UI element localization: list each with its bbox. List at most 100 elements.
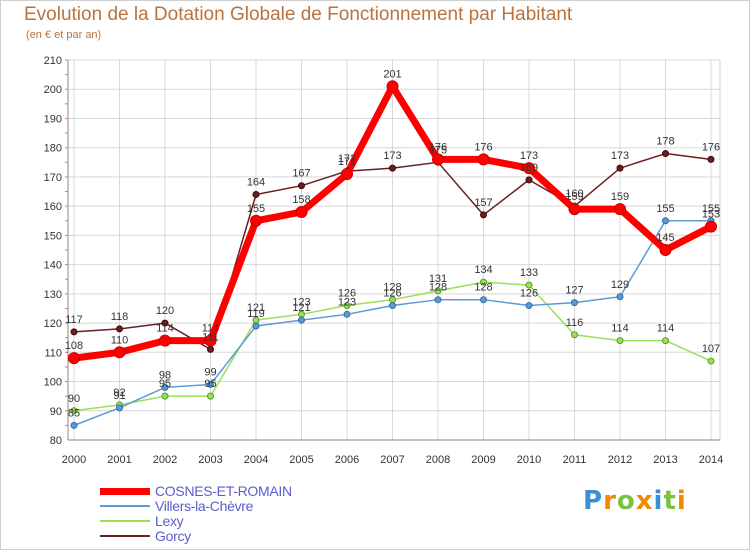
x-tick-label: 2007 — [380, 454, 404, 466]
data-point — [70, 421, 78, 429]
y-tick-label: 200 — [44, 84, 62, 96]
data-point — [480, 278, 487, 286]
label-villers: 127 — [565, 285, 583, 297]
x-tick-label: 2014 — [699, 454, 723, 466]
x-tick-label: 2009 — [471, 454, 495, 466]
label-lexy: 90 — [68, 393, 80, 405]
data-point — [659, 244, 672, 256]
data-point — [298, 182, 305, 190]
data-point — [525, 281, 533, 289]
data-point — [477, 153, 490, 166]
label-villers: 99 — [204, 366, 216, 378]
label-lexy: 95 — [159, 378, 171, 390]
label-lexy: 114 — [657, 323, 675, 335]
label-cosnes: 176 — [429, 141, 447, 153]
data-point — [70, 328, 78, 336]
data-point — [159, 334, 171, 347]
data-point — [252, 322, 260, 330]
label-villers: 155 — [656, 203, 674, 215]
label-cosnes: 173 — [520, 150, 538, 162]
chart-title: Evolution de la Dotation Globale de Fonc… — [24, 4, 573, 25]
label-gorcy: 164 — [247, 176, 265, 188]
y-tick-label: 170 — [44, 172, 62, 184]
legend-label: Villers-la-Chèvre — [155, 498, 254, 514]
data-point — [343, 302, 351, 310]
data-point — [434, 287, 442, 295]
legend-swatch — [100, 520, 150, 522]
data-point — [568, 203, 581, 216]
label-lexy: 92 — [113, 387, 125, 399]
label-lexy: 131 — [429, 273, 447, 285]
x-tick-label: 2003 — [198, 454, 222, 466]
label-lexy: 114 — [611, 323, 629, 335]
data-point — [707, 357, 715, 365]
data-point — [341, 168, 353, 180]
label-cosnes: 159 — [611, 191, 629, 203]
label-villers: 155 — [702, 203, 720, 215]
label-gorcy: 172 — [338, 153, 356, 165]
data-point — [389, 164, 396, 172]
label-cosnes: 201 — [383, 68, 401, 80]
data-point — [662, 150, 669, 158]
y-tick-label: 140 — [44, 260, 62, 272]
label-gorcy: 173 — [611, 150, 629, 162]
label-gorcy: 178 — [656, 136, 674, 148]
logo-letter: o — [616, 486, 636, 516]
x-tick-label: 2000 — [62, 454, 86, 466]
data-point — [571, 331, 578, 339]
label-lexy: 128 — [383, 282, 401, 294]
label-villers: 126 — [383, 288, 401, 300]
x-tick-label: 2011 — [563, 454, 587, 466]
label-villers: 128 — [474, 282, 492, 294]
data-point — [252, 190, 260, 198]
data-point — [204, 334, 217, 347]
y-tick-label: 180 — [44, 143, 62, 155]
data-point — [432, 153, 444, 166]
label-lexy: 126 — [338, 288, 356, 300]
label-gorcy: 176 — [702, 141, 720, 153]
label-cosnes: 110 — [111, 334, 129, 346]
label-villers: 85 — [68, 407, 80, 419]
legend-label: COSNES-ET-ROMAIN — [155, 483, 292, 499]
label-gorcy: 111 — [202, 331, 219, 343]
label-gorcy: 173 — [383, 150, 401, 162]
label-lexy: 95 — [204, 378, 216, 390]
y-tick-label: 190 — [44, 113, 62, 125]
x-tick-label: 2005 — [289, 454, 313, 466]
label-villers: 98 — [159, 369, 171, 381]
label-lexy: 134 — [474, 264, 492, 276]
data-points — [68, 80, 717, 429]
data-point — [480, 211, 487, 219]
proxiti-logo: Proxiti — [583, 486, 687, 516]
data-point — [614, 203, 626, 216]
logo-letter: x — [635, 486, 654, 516]
label-cosnes: 171 — [338, 156, 356, 168]
label-cosnes: 114 — [202, 323, 220, 335]
data-point — [295, 206, 308, 218]
label-lexy: 116 — [566, 317, 584, 329]
y-tick-label: 110 — [44, 347, 62, 359]
label-lexy: 121 — [247, 302, 265, 314]
label-cosnes: 155 — [247, 203, 265, 215]
data-point — [662, 337, 669, 345]
data-point — [480, 296, 487, 304]
label-villers: 129 — [611, 279, 629, 291]
label-villers: 128 — [429, 282, 447, 294]
label-gorcy: 167 — [292, 168, 310, 180]
label-cosnes: 176 — [474, 141, 492, 153]
legend-label: Lexy — [155, 513, 184, 529]
y-tick-label: 120 — [44, 318, 62, 330]
x-tick-label: 2004 — [244, 454, 268, 466]
label-cosnes: 159 — [565, 191, 583, 203]
logo-letter: t — [663, 486, 677, 516]
data-point — [161, 383, 169, 391]
label-lexy: 107 — [702, 343, 720, 355]
label-cosnes: 158 — [292, 194, 310, 206]
label-villers: 123 — [338, 296, 356, 308]
logo-letter: i — [676, 486, 687, 516]
label-villers: 119 — [247, 308, 265, 320]
chart-subtitle: (en € et par an) — [26, 29, 102, 41]
x-tick-label: 2012 — [608, 454, 632, 466]
